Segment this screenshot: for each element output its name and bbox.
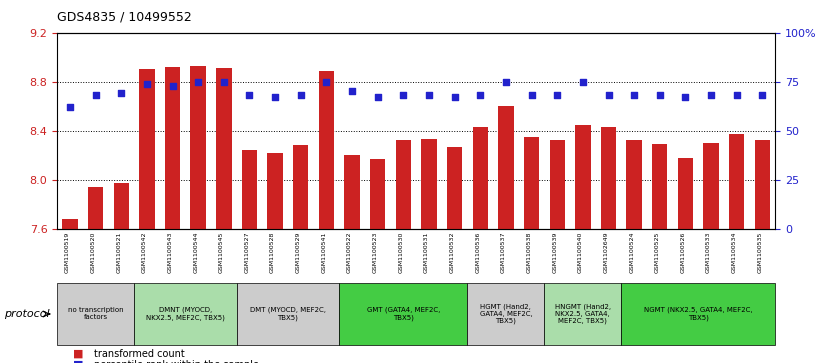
Point — [499, 79, 512, 85]
Point — [525, 93, 538, 98]
Text: NGMT (NKX2.5, GATA4, MEF2C,
TBX5): NGMT (NKX2.5, GATA4, MEF2C, TBX5) — [644, 307, 752, 321]
Text: ■: ■ — [73, 360, 84, 363]
Point — [423, 93, 436, 98]
Bar — [370, 159, 385, 363]
Text: GSM1100520: GSM1100520 — [91, 231, 95, 273]
Text: GSM1100539: GSM1100539 — [552, 231, 557, 273]
Bar — [242, 150, 257, 363]
Text: GSM1100545: GSM1100545 — [219, 231, 224, 273]
Text: GSM1100538: GSM1100538 — [526, 231, 531, 273]
Bar — [575, 125, 591, 363]
Bar — [165, 67, 180, 363]
Text: GSM1100528: GSM1100528 — [270, 231, 275, 273]
Point — [551, 93, 564, 98]
Text: GMT (GATA4, MEF2C,
TBX5): GMT (GATA4, MEF2C, TBX5) — [366, 307, 440, 321]
Text: GSM1100527: GSM1100527 — [245, 231, 250, 273]
Point — [320, 79, 333, 85]
Bar — [421, 139, 437, 363]
Point — [295, 93, 308, 98]
Bar — [678, 158, 693, 363]
Point — [243, 93, 256, 98]
Point — [192, 79, 205, 85]
Point — [64, 104, 77, 110]
Bar — [344, 155, 360, 363]
Text: GSM1100540: GSM1100540 — [578, 231, 583, 273]
Text: GSM1100531: GSM1100531 — [424, 231, 429, 273]
Point — [166, 83, 179, 89]
Text: GSM1100542: GSM1100542 — [142, 231, 147, 273]
Text: GSM1100522: GSM1100522 — [347, 231, 352, 273]
Text: GSM1100541: GSM1100541 — [322, 231, 326, 273]
Text: GSM1100543: GSM1100543 — [167, 231, 172, 273]
Point — [217, 79, 230, 85]
Bar — [190, 66, 206, 363]
Bar — [601, 127, 616, 363]
Point — [345, 89, 358, 94]
Bar — [755, 140, 770, 363]
Point — [268, 94, 282, 100]
Point — [679, 94, 692, 100]
Text: GSM1100529: GSM1100529 — [295, 231, 301, 273]
Bar — [293, 146, 308, 363]
Text: GSM1100536: GSM1100536 — [475, 231, 481, 273]
Point — [89, 93, 102, 98]
Text: GSM1102649: GSM1102649 — [604, 231, 609, 273]
Text: GSM1100544: GSM1100544 — [193, 231, 198, 273]
Bar — [524, 137, 539, 363]
Point — [756, 93, 769, 98]
Bar — [113, 183, 129, 363]
Text: GSM1100534: GSM1100534 — [732, 231, 737, 273]
Point — [654, 93, 667, 98]
Text: transformed count: transformed count — [94, 349, 184, 359]
Bar — [703, 143, 719, 363]
Bar — [627, 140, 642, 363]
Text: GSM1100525: GSM1100525 — [654, 231, 660, 273]
Bar — [88, 187, 104, 363]
Point — [474, 93, 487, 98]
Point — [704, 93, 717, 98]
Bar — [396, 140, 411, 363]
Text: GSM1100521: GSM1100521 — [116, 231, 122, 273]
Bar — [472, 127, 488, 363]
Text: GSM1100524: GSM1100524 — [629, 231, 634, 273]
Text: DMNT (MYOCD,
NKX2.5, MEF2C, TBX5): DMNT (MYOCD, NKX2.5, MEF2C, TBX5) — [146, 307, 224, 321]
Text: protocol: protocol — [4, 309, 50, 319]
Text: HGMT (Hand2,
GATA4, MEF2C,
TBX5): HGMT (Hand2, GATA4, MEF2C, TBX5) — [480, 303, 532, 325]
Text: DMT (MYOCD, MEF2C,
TBX5): DMT (MYOCD, MEF2C, TBX5) — [250, 307, 326, 321]
Bar — [729, 134, 744, 363]
Text: GDS4835 / 10499552: GDS4835 / 10499552 — [57, 11, 192, 24]
Point — [628, 93, 641, 98]
Text: GSM1100519: GSM1100519 — [65, 231, 70, 273]
Point — [115, 90, 128, 96]
Bar — [319, 71, 334, 363]
Text: GSM1100532: GSM1100532 — [450, 231, 455, 273]
Point — [730, 93, 743, 98]
Bar — [216, 68, 232, 363]
Text: GSM1100535: GSM1100535 — [757, 231, 762, 273]
Point — [448, 94, 461, 100]
Bar — [447, 147, 463, 363]
Bar — [549, 140, 565, 363]
Point — [371, 94, 384, 100]
Text: GSM1100526: GSM1100526 — [681, 231, 685, 273]
Bar — [268, 153, 283, 363]
Text: GSM1100537: GSM1100537 — [501, 231, 506, 273]
Text: HNGMT (Hand2,
NKX2.5, GATA4,
MEF2C, TBX5): HNGMT (Hand2, NKX2.5, GATA4, MEF2C, TBX5… — [555, 303, 611, 325]
Point — [576, 79, 589, 85]
Point — [602, 93, 615, 98]
Text: GSM1100530: GSM1100530 — [398, 231, 403, 273]
Point — [140, 81, 153, 86]
Bar — [140, 69, 154, 363]
Bar — [652, 144, 667, 363]
Point — [397, 93, 410, 98]
Text: GSM1100533: GSM1100533 — [706, 231, 711, 273]
Bar — [62, 219, 78, 363]
Text: no transcription
factors: no transcription factors — [68, 307, 123, 321]
Text: GSM1100523: GSM1100523 — [373, 231, 378, 273]
Text: percentile rank within the sample: percentile rank within the sample — [94, 360, 259, 363]
Bar — [499, 106, 513, 363]
Text: ■: ■ — [73, 349, 84, 359]
